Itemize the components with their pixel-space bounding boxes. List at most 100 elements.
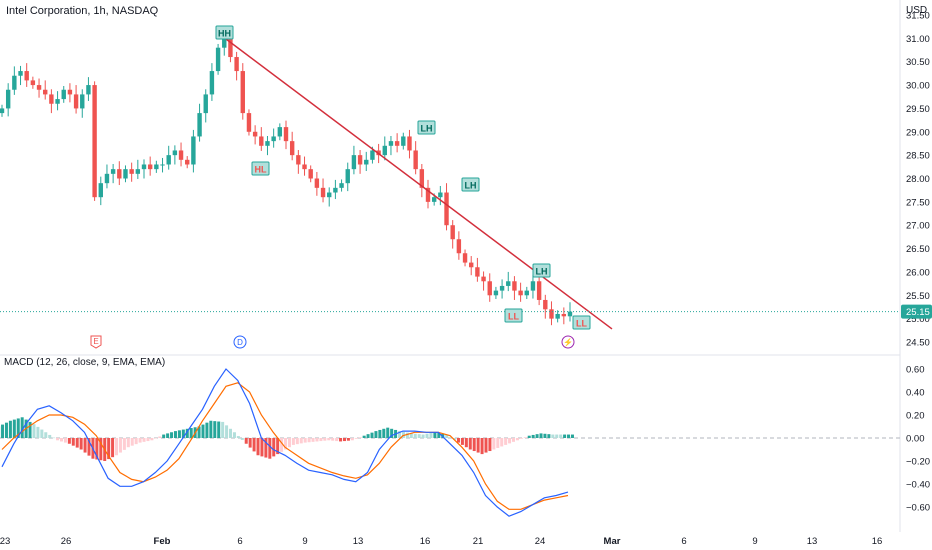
candle-body (209, 71, 215, 95)
histogram-bar (456, 438, 460, 443)
histogram-bar (221, 421, 225, 438)
histogram-bar (445, 434, 449, 438)
histogram-bar (429, 433, 433, 438)
candle-body (123, 169, 128, 179)
histogram-bar (268, 438, 272, 459)
candle-body (530, 281, 536, 291)
histogram-bar (460, 438, 464, 445)
candle-body (462, 253, 468, 263)
candle-body (487, 281, 492, 296)
candle-body (493, 290, 499, 296)
histogram-bar (342, 438, 346, 442)
histogram-bar (56, 438, 60, 441)
histogram-bar (370, 432, 374, 438)
candle-body (561, 313, 567, 317)
histogram-bar (508, 438, 512, 444)
candle-body (444, 192, 449, 226)
histogram-bar (252, 438, 256, 452)
candle-body (18, 71, 23, 76)
svg-text:D: D (237, 338, 243, 347)
candle-body (147, 164, 153, 170)
svg-text:LH: LH (421, 124, 433, 134)
histogram-bar (276, 438, 280, 455)
candle-body (185, 159, 190, 165)
candle-body (283, 127, 289, 142)
last-price-value: 25.15 (906, 307, 930, 318)
last-price-tag (901, 304, 932, 319)
histogram-bar (421, 434, 425, 438)
price-tick-label: 28.00 (906, 174, 930, 185)
histogram-bar (232, 432, 236, 438)
histogram-bar (323, 438, 327, 441)
histogram-bar (335, 438, 339, 442)
x-tick-label: Feb (154, 536, 171, 547)
candle-body (86, 85, 91, 95)
candle-body (240, 71, 245, 114)
x-tick-label: 16 (420, 536, 431, 547)
histogram-bar (272, 438, 276, 457)
histogram-bar (331, 438, 335, 441)
candle-body (12, 75, 17, 90)
x-tick-label: 16 (872, 536, 883, 547)
histogram-bar (362, 435, 366, 438)
candle-body (30, 80, 36, 86)
candle-body (456, 239, 462, 254)
candle-body (271, 136, 276, 142)
candle-body (549, 309, 554, 319)
histogram-bar (382, 428, 386, 438)
histogram-bar (453, 438, 457, 440)
candle-body (277, 127, 283, 137)
candle-body (320, 187, 326, 198)
histogram-bar (40, 429, 44, 438)
event-dividend-icon[interactable]: D (233, 335, 247, 349)
histogram-bar (284, 438, 288, 450)
histogram-bar (197, 426, 201, 438)
price-tick-label: 27.50 (906, 197, 930, 208)
chart-title: Intel Corporation, 1h, NASDAQ (6, 5, 159, 17)
histogram-bar (138, 438, 142, 443)
histogram-bar (48, 434, 52, 438)
event-split-icon[interactable]: ⚡ (561, 335, 575, 349)
candle-body (259, 136, 264, 146)
histogram-bar (570, 434, 574, 438)
candle-body (5, 89, 11, 109)
candle-body (49, 94, 54, 104)
candle-body (67, 89, 73, 95)
candle-body (382, 145, 387, 156)
histogram-bar (287, 438, 291, 448)
candle-body (43, 89, 48, 95)
histogram-bar (378, 429, 382, 438)
histogram-bar (130, 438, 134, 446)
histogram-bar (12, 419, 16, 438)
histogram-bar (134, 438, 138, 445)
price-tick-label: 31.00 (906, 34, 930, 45)
x-tick-label: 13 (807, 536, 818, 547)
histogram-bar (417, 434, 421, 438)
histogram-bar (504, 438, 508, 445)
histogram-bar (366, 434, 370, 438)
histogram-bar (374, 431, 378, 438)
x-tick-label: 13 (353, 536, 364, 547)
histogram-bar (95, 438, 99, 460)
histogram-bar (260, 438, 264, 457)
histogram-bar (315, 438, 319, 442)
pattern-label-hl: HL (251, 161, 270, 176)
candle-body (555, 313, 560, 319)
macd-tick-label: 0.60 (906, 365, 925, 376)
histogram-bar (107, 438, 111, 460)
histogram-bar (99, 438, 103, 461)
x-tick-label: Mar (604, 536, 621, 547)
histogram-bar (111, 438, 115, 458)
svg-text:LL: LL (508, 312, 519, 322)
candle-body (413, 150, 418, 170)
candle-body (296, 155, 301, 165)
event-earnings-icon[interactable]: E (90, 335, 102, 349)
histogram-bar (354, 438, 358, 439)
histogram-bar (28, 421, 32, 438)
candle-body (450, 225, 455, 240)
histogram-bar (519, 438, 523, 439)
candle-body (246, 113, 252, 132)
histogram-bar (468, 438, 472, 450)
signal-line (1, 382, 569, 510)
